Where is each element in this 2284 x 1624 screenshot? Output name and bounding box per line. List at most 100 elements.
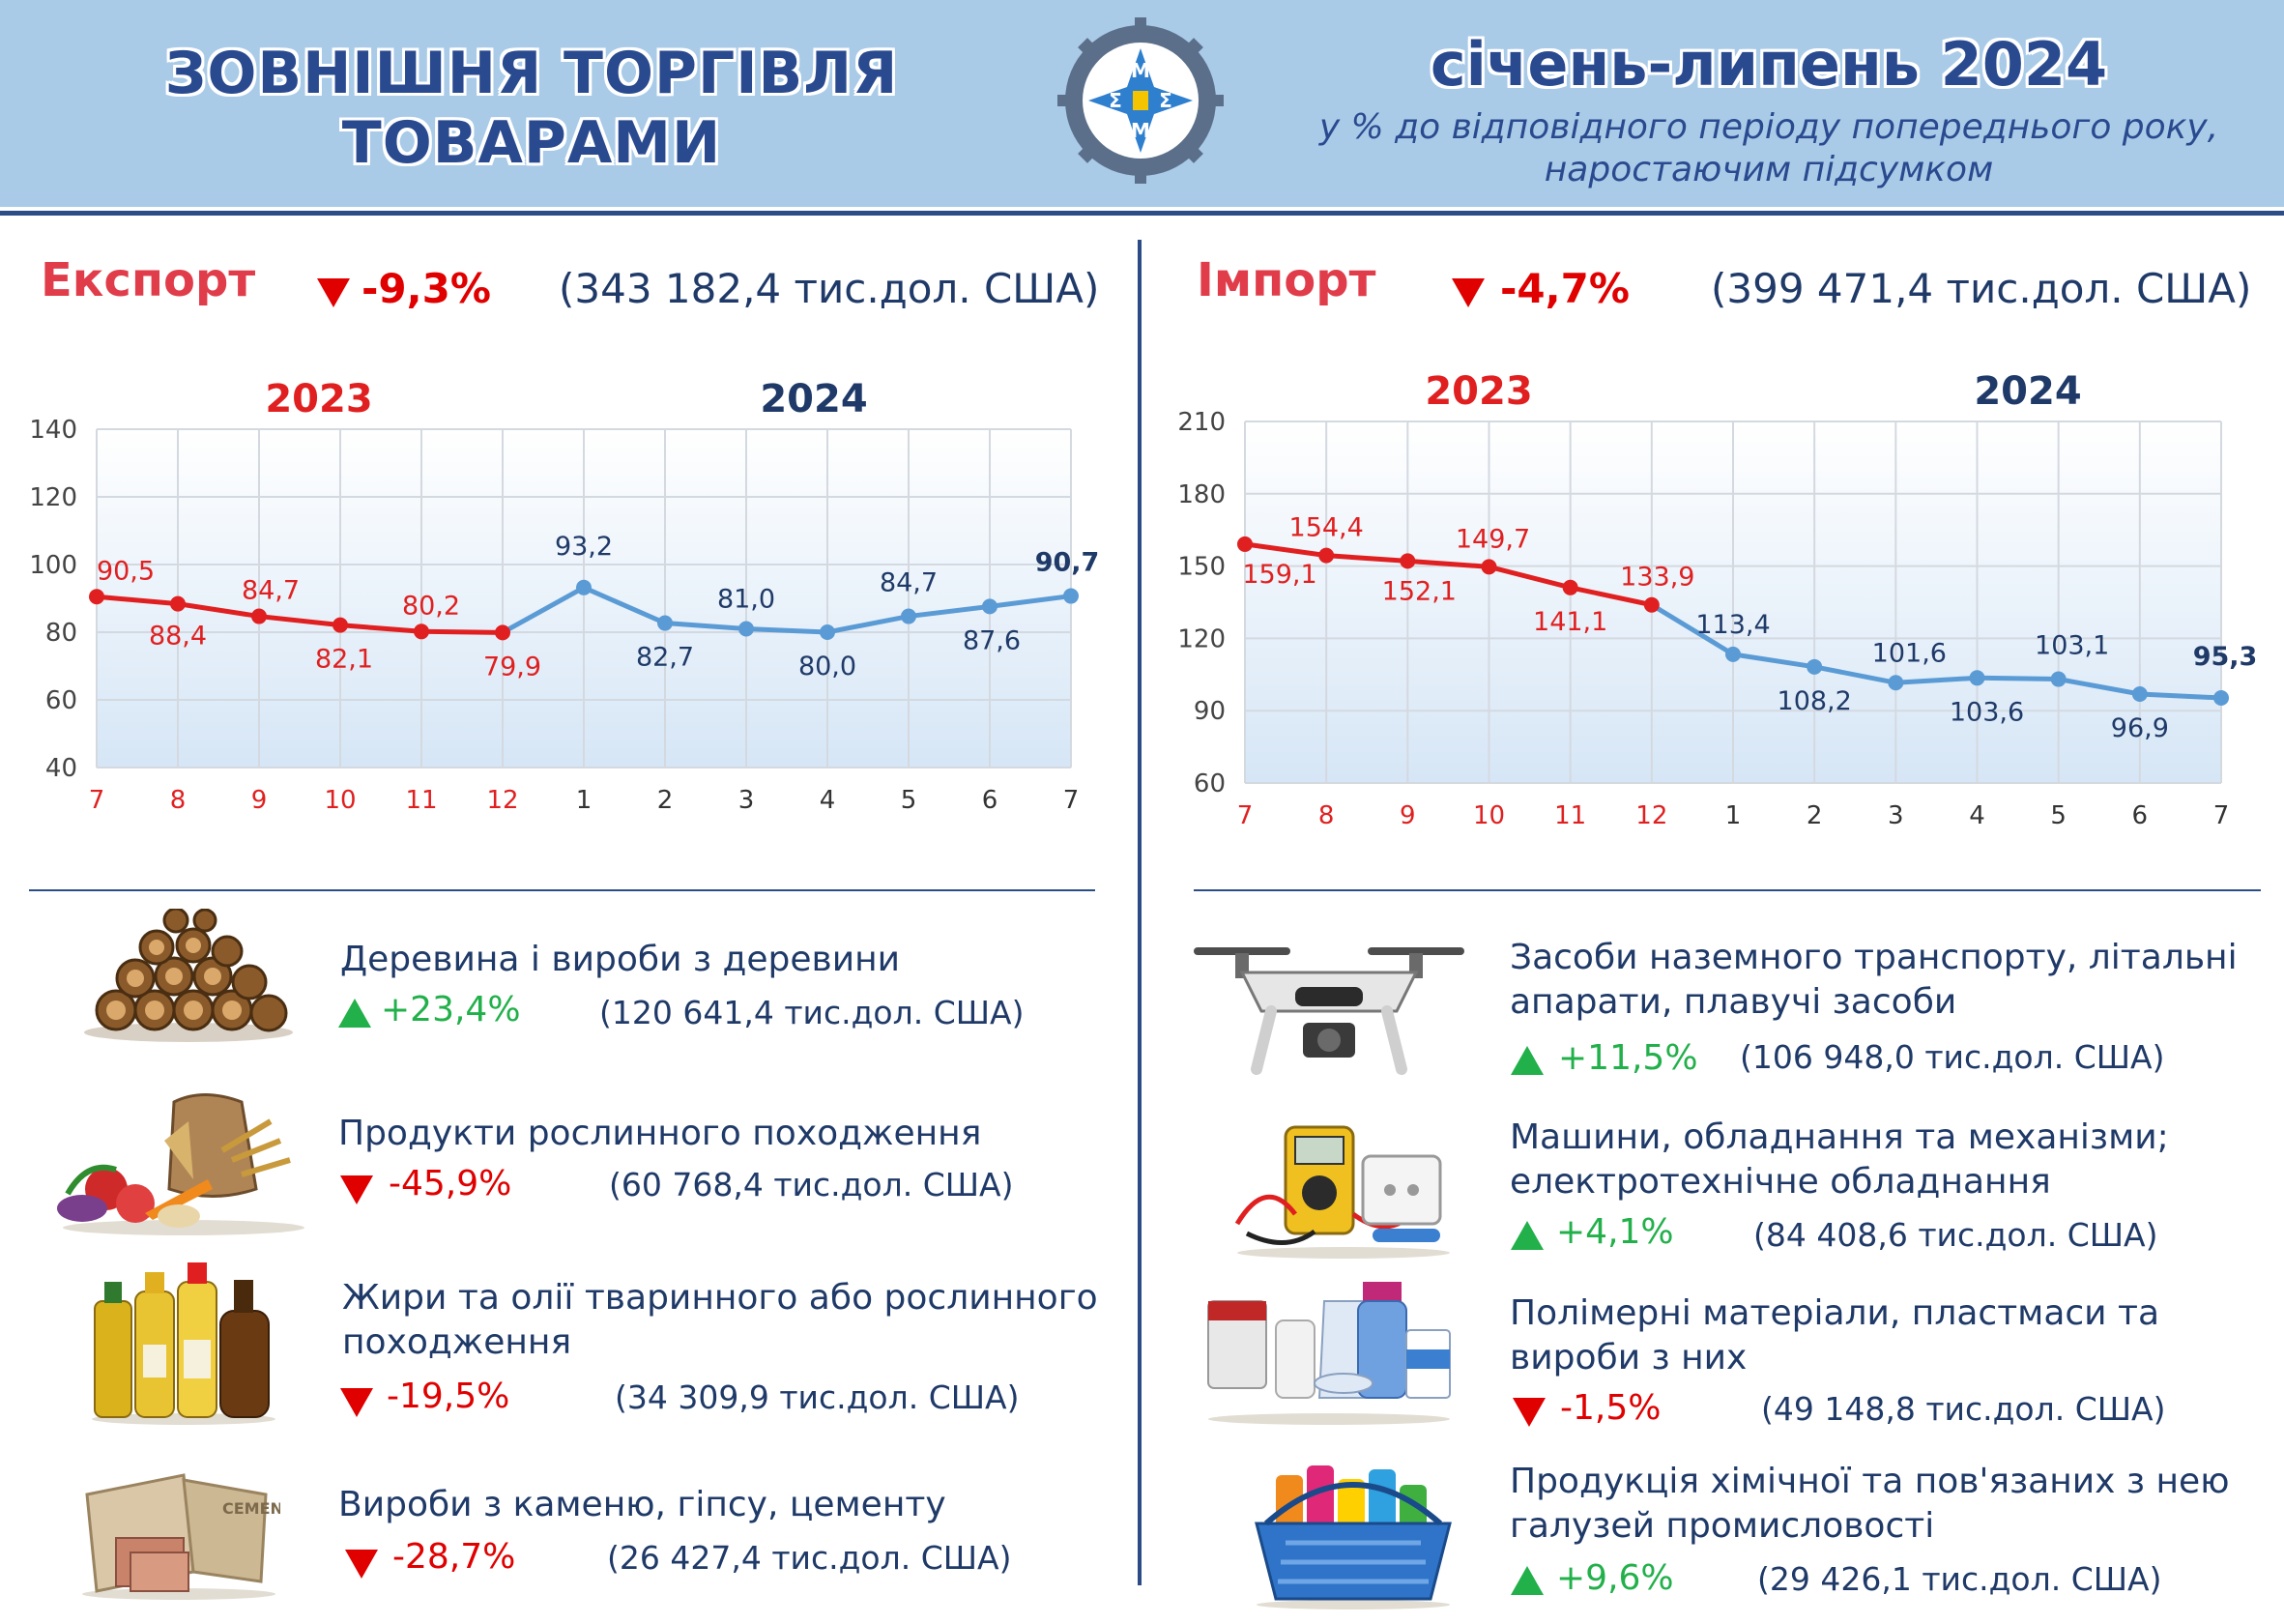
- export-item-3-down-arrow-icon: [340, 1388, 373, 1417]
- export-x-tick-label: 4: [820, 786, 836, 815]
- export-y-tick-label: 80: [45, 619, 77, 648]
- export-y-tick-label: 100: [29, 551, 77, 580]
- import-series-2023-point: [1562, 579, 1578, 595]
- export-data-label: 80,0: [798, 652, 856, 682]
- export-series-2024-point: [738, 621, 754, 637]
- export-series-2024-point: [901, 608, 916, 624]
- export-series-2023-point: [89, 589, 104, 605]
- export-item-3-title-line2: походження: [342, 1322, 572, 1362]
- export-data-label: 90,7: [1035, 548, 1100, 578]
- oil-bottles-icon: [92, 1262, 275, 1425]
- import-y-tick-label: 180: [1177, 480, 1226, 509]
- cleaning-basket-icon: [1255, 1465, 1452, 1610]
- import-data-label: 133,9: [1620, 563, 1694, 593]
- statistics-logo-icon: М Σ Σ М: [1057, 17, 1224, 184]
- period-subtitle: у % до відповідного періоду попереднього…: [1257, 106, 2281, 191]
- import-x-tick-label: 10: [1473, 801, 1505, 830]
- export-item-3-title-line1: Жири та олії тваринного або рослинного: [342, 1278, 1098, 1318]
- period-title: січень-липень 2024: [1430, 29, 2108, 100]
- import-series-2024-point: [2213, 689, 2229, 706]
- firewood-icon: [84, 909, 293, 1042]
- import-x-tick-label: 3: [1888, 801, 1904, 830]
- import-item-4-value: (29 426,1 тис.дол. США): [1757, 1560, 2162, 1598]
- export-data-label: 79,9: [483, 652, 541, 682]
- import-item-1-change: +11,5%: [1558, 1038, 1698, 1078]
- import-data-label: 141,1: [1533, 607, 1607, 637]
- import-data-label: 113,4: [1695, 610, 1770, 640]
- multimeter-icon: [1234, 1125, 1450, 1259]
- export-item-1-change: +23,4%: [381, 990, 521, 1030]
- export-x-tick-label: 12: [486, 786, 518, 815]
- import-item-3-title-line2: вироби з них: [1510, 1338, 1748, 1378]
- import-series-2023-point: [1237, 536, 1253, 552]
- import-data-label: 154,4: [1289, 513, 1364, 543]
- export-item-4-value: (26 427,4 тис.дол. США): [607, 1539, 1012, 1577]
- import-item-4-up-arrow-icon: [1511, 1566, 1544, 1595]
- grain-vegetables-icon: [57, 1093, 304, 1235]
- svg-text:CEMENT: CEMENT: [222, 1499, 280, 1518]
- export-x-tick-label: 7: [1063, 786, 1080, 815]
- import-legend-2024: 2024: [1974, 369, 2081, 414]
- export-data-label: 90,5: [97, 556, 155, 586]
- import-item-4-title-line2: галузей промисловості: [1510, 1506, 1935, 1546]
- import-item-2-change: +4,1%: [1556, 1212, 1674, 1252]
- header-rule: [0, 211, 2284, 216]
- export-data-label: 82,7: [636, 643, 694, 673]
- export-series-2024-point: [982, 598, 997, 615]
- import-x-tick-label: 2: [1807, 801, 1823, 830]
- import-series-2024-line: [1650, 602, 2222, 701]
- import-item-4-title: Продукція хімічної та пов'язаних з нею г…: [1510, 1460, 2230, 1549]
- import-y-tick-label: 120: [1177, 624, 1226, 653]
- export-item-3-title: Жири та олії тваринного або рослинного п…: [342, 1276, 1098, 1365]
- import-data-label: 152,1: [1382, 576, 1457, 606]
- period-subtitle-line1: у % до відповідного періоду попереднього…: [1318, 107, 2219, 147]
- import-legend-2023: 2023: [1425, 369, 1532, 414]
- import-change: -4,7%: [1500, 265, 1630, 312]
- export-data-label: 88,4: [149, 622, 207, 652]
- import-total: (399 471,4 тис.дол. США): [1711, 265, 2252, 312]
- export-x-tick-label: 6: [982, 786, 998, 815]
- export-data-label: 93,2: [555, 532, 613, 562]
- export-change: -9,3%: [361, 265, 491, 312]
- import-item-1-title: Засоби наземного транспорту, літальні ап…: [1510, 936, 2238, 1025]
- import-data-label: 108,2: [1778, 686, 1852, 716]
- import-item-3-change: -1,5%: [1560, 1388, 1662, 1428]
- export-item-4-title: Вироби з каменю, гіпсу, цементу: [338, 1485, 946, 1524]
- import-series-2023-point: [1318, 547, 1335, 564]
- export-data-label: 81,0: [717, 585, 775, 615]
- export-x-tick-label: 11: [405, 786, 437, 815]
- import-y-tick-label: 150: [1177, 553, 1226, 582]
- export-item-3-change: -19,5%: [387, 1377, 510, 1416]
- import-data-label: 95,3: [2193, 642, 2258, 672]
- export-item-2-value: (60 768,4 тис.дол. США): [609, 1166, 1014, 1204]
- import-item-3-title: Полімерні матеріали, пластмаси та вироби…: [1510, 1291, 2159, 1380]
- export-item-1-value: (120 641,4 тис.дол. США): [599, 994, 1025, 1031]
- import-item-3-value: (49 148,8 тис.дол. США): [1761, 1390, 2166, 1428]
- import-item-1-title-line1: Засоби наземного транспорту, літальні: [1510, 938, 2238, 977]
- export-y-tick-label: 140: [29, 416, 77, 445]
- export-x-tick-label: 7: [89, 786, 105, 815]
- export-data-label: 82,1: [315, 645, 373, 675]
- export-data-label: 84,7: [880, 568, 938, 598]
- export-x-tick-label: 1: [576, 786, 593, 815]
- export-title: Експорт: [41, 253, 256, 307]
- import-down-arrow-icon: [1452, 278, 1485, 307]
- import-series-2024-point: [1807, 658, 1823, 675]
- import-item-1-title-line2: апарати, плавучі засоби: [1510, 982, 1957, 1022]
- import-item-2-up-arrow-icon: [1511, 1221, 1544, 1250]
- export-x-tick-label: 8: [170, 786, 187, 815]
- export-legend-2023: 2023: [265, 377, 372, 421]
- export-item-2-down-arrow-icon: [340, 1175, 373, 1204]
- import-item-4-change: +9,6%: [1556, 1558, 1674, 1598]
- import-series-2024-point: [1888, 675, 1904, 691]
- import-x-tick-label: 6: [2132, 801, 2149, 830]
- import-x-tick-label: 8: [1318, 801, 1335, 830]
- import-series-2023-point: [1481, 559, 1497, 575]
- import-x-tick-label: 4: [1969, 801, 1985, 830]
- import-y-tick-label: 90: [1194, 697, 1226, 726]
- import-data-label: 149,7: [1456, 524, 1530, 554]
- export-series-2023-line: [96, 594, 504, 635]
- import-series-2023-line: [1244, 541, 1653, 608]
